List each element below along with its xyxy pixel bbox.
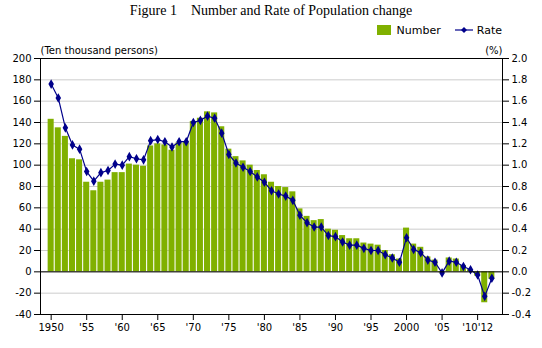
svg-text:0.2: 0.2 [512, 245, 528, 256]
svg-text:'05: '05 [434, 322, 449, 333]
svg-text:'70: '70 [186, 322, 201, 333]
svg-text:(Ten thousand persons): (Ten thousand persons) [41, 45, 158, 56]
html-text:Number: Number [396, 23, 441, 37]
svg-text:160: 160 [12, 95, 31, 106]
svg-text:'85: '85 [292, 322, 307, 333]
html-text:Rate: Rate [476, 23, 502, 37]
svg-text:120: 120 [12, 138, 31, 149]
svg-text:-20: -20 [15, 287, 31, 298]
svg-text:0.0: 0.0 [512, 266, 528, 277]
svg-text:1.4: 1.4 [512, 117, 528, 128]
svg-text:1.8: 1.8 [512, 74, 528, 85]
svg-text:0.4: 0.4 [512, 223, 528, 234]
svg-text:0: 0 [25, 266, 31, 277]
svg-text:(%): (%) [485, 45, 502, 56]
svg-text:140: 140 [12, 117, 31, 128]
svg-text:2.0: 2.0 [512, 53, 528, 64]
svg-text:1.2: 1.2 [512, 138, 528, 149]
svg-text:200: 200 [12, 53, 31, 64]
svg-text:'75: '75 [221, 322, 236, 333]
svg-text:1.6: 1.6 [512, 95, 528, 106]
svg-text:100: 100 [12, 159, 31, 170]
svg-text:1950: 1950 [38, 322, 63, 333]
html-text:Figure 1 Number and Rate of Po: Figure 1 Number and Rate of Population c… [129, 3, 413, 18]
svg-text:'95: '95 [363, 322, 378, 333]
svg-text:40: 40 [19, 223, 32, 234]
svg-text:-40: -40 [15, 309, 31, 320]
svg-text:1.0: 1.0 [512, 159, 528, 170]
svg-text:-0.4: -0.4 [512, 309, 532, 320]
svg-text:'80: '80 [257, 322, 272, 333]
svg-text:'65: '65 [150, 322, 165, 333]
svg-text:'55: '55 [79, 322, 94, 333]
svg-text:20: 20 [19, 245, 32, 256]
svg-text:'60: '60 [114, 322, 129, 333]
svg-text:0.8: 0.8 [512, 181, 528, 192]
svg-text:80: 80 [19, 181, 32, 192]
svg-text:0.6: 0.6 [512, 202, 528, 213]
svg-text:2000: 2000 [394, 322, 419, 333]
svg-text:'10'12: '10'12 [462, 322, 493, 333]
svg-text:-0.2: -0.2 [512, 287, 532, 298]
svg-text:'90: '90 [328, 322, 343, 333]
svg-text:60: 60 [19, 202, 32, 213]
svg-text:180: 180 [12, 74, 31, 85]
